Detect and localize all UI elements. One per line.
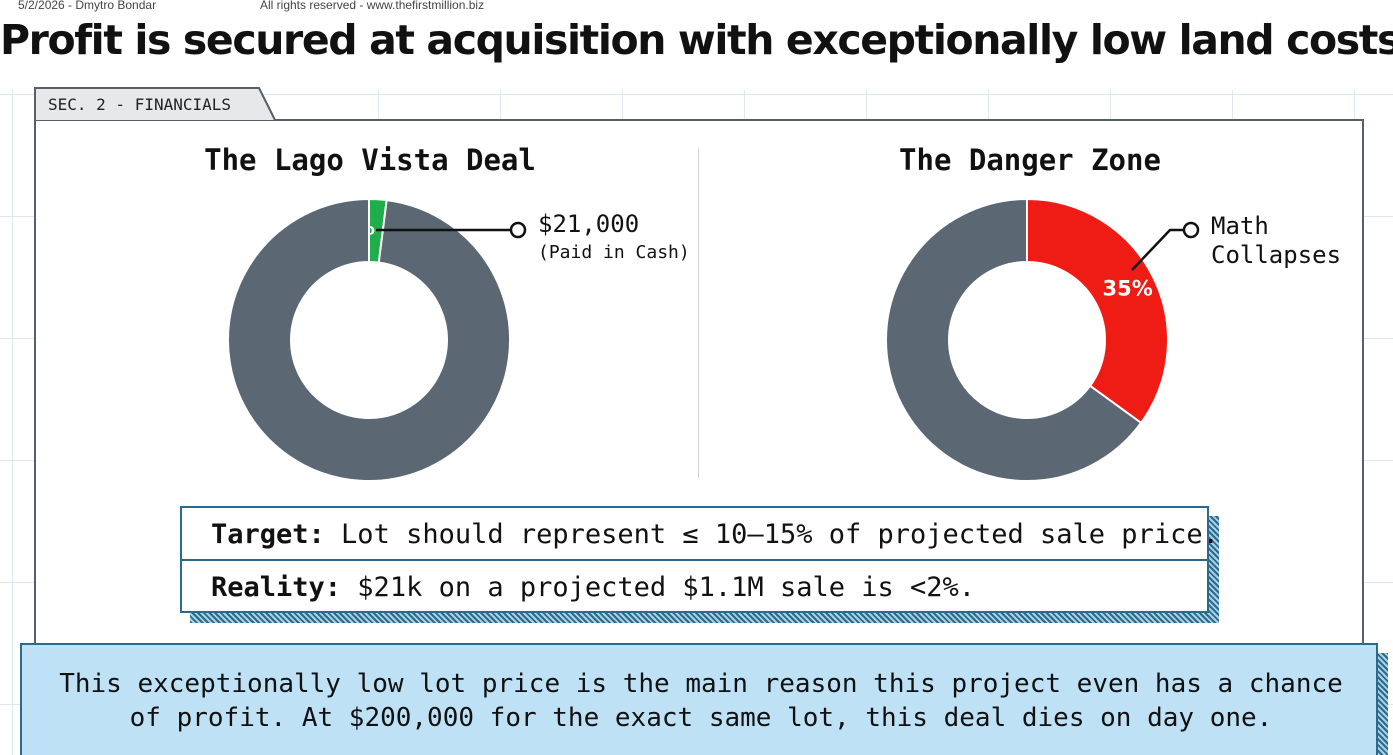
target-reality-box: Target: Lot should represent ≤ 10–15% of… (180, 506, 1219, 623)
chart-divider (698, 148, 699, 478)
donut-slice-1 (885, 197, 1143, 482)
banner-text: This exceptionally low lot price is the … (22, 667, 1380, 735)
banner-line-2: of profit. At $200,000 for the exact sam… (129, 703, 1273, 733)
donut-slice-label-0: 35% (1103, 277, 1153, 301)
target-text: Lot should represent ≤ 10–15% of project… (324, 519, 1219, 550)
summary-banner: This exceptionally low lot price is the … (20, 643, 1388, 755)
callout-math-line2: Collapses (1211, 241, 1342, 269)
target-label: Target: (211, 519, 325, 550)
donut-chart-danger-zone: 35% (885, 197, 1169, 482)
chart-title-lago-vista: The Lago Vista Deal (204, 143, 536, 177)
reality-text: $21k on a projected $1.1M sale is <2%. (341, 572, 976, 603)
page-title: Profit is secured at acquisition with ex… (0, 16, 1393, 64)
donut-chart-lago-vista: 2% (227, 197, 511, 482)
chart-title-danger-zone: The Danger Zone (899, 143, 1161, 177)
reality-label: Reality: (211, 572, 342, 603)
donut-slice-0 (1026, 197, 1169, 425)
banner-body: This exceptionally low lot price is the … (20, 643, 1378, 755)
donut-slice-1 (227, 197, 511, 482)
target-row: Target: Lot should represent ≤ 10–15% of… (182, 508, 1219, 561)
banner-line-1: This exceptionally low lot price is the … (59, 669, 1343, 699)
callout-math-collapses: Math Collapses (1211, 212, 1341, 270)
callout-math-line1: Math (1211, 212, 1269, 240)
section-tab-label: SEC. 2 - FINANCIALS (48, 95, 232, 114)
callout-leader-right (1131, 221, 1200, 271)
reality-row: Reality: $21k on a projected $1.1M sale … (182, 561, 1207, 614)
callout-leader-left (376, 221, 527, 239)
info-box-body: Target: Lot should represent ≤ 10–15% of… (180, 506, 1219, 614)
callout-amount: $21,000 (538, 210, 640, 238)
callout-note: (Paid in Cash) (538, 242, 690, 263)
date-author: 5/2/2026 - Dmytro Bondar (18, 0, 157, 12)
copyright-notice: All rights reserved - www.thefirstmillio… (260, 0, 485, 12)
section-tab: SEC. 2 - FINANCIALS (34, 87, 276, 121)
